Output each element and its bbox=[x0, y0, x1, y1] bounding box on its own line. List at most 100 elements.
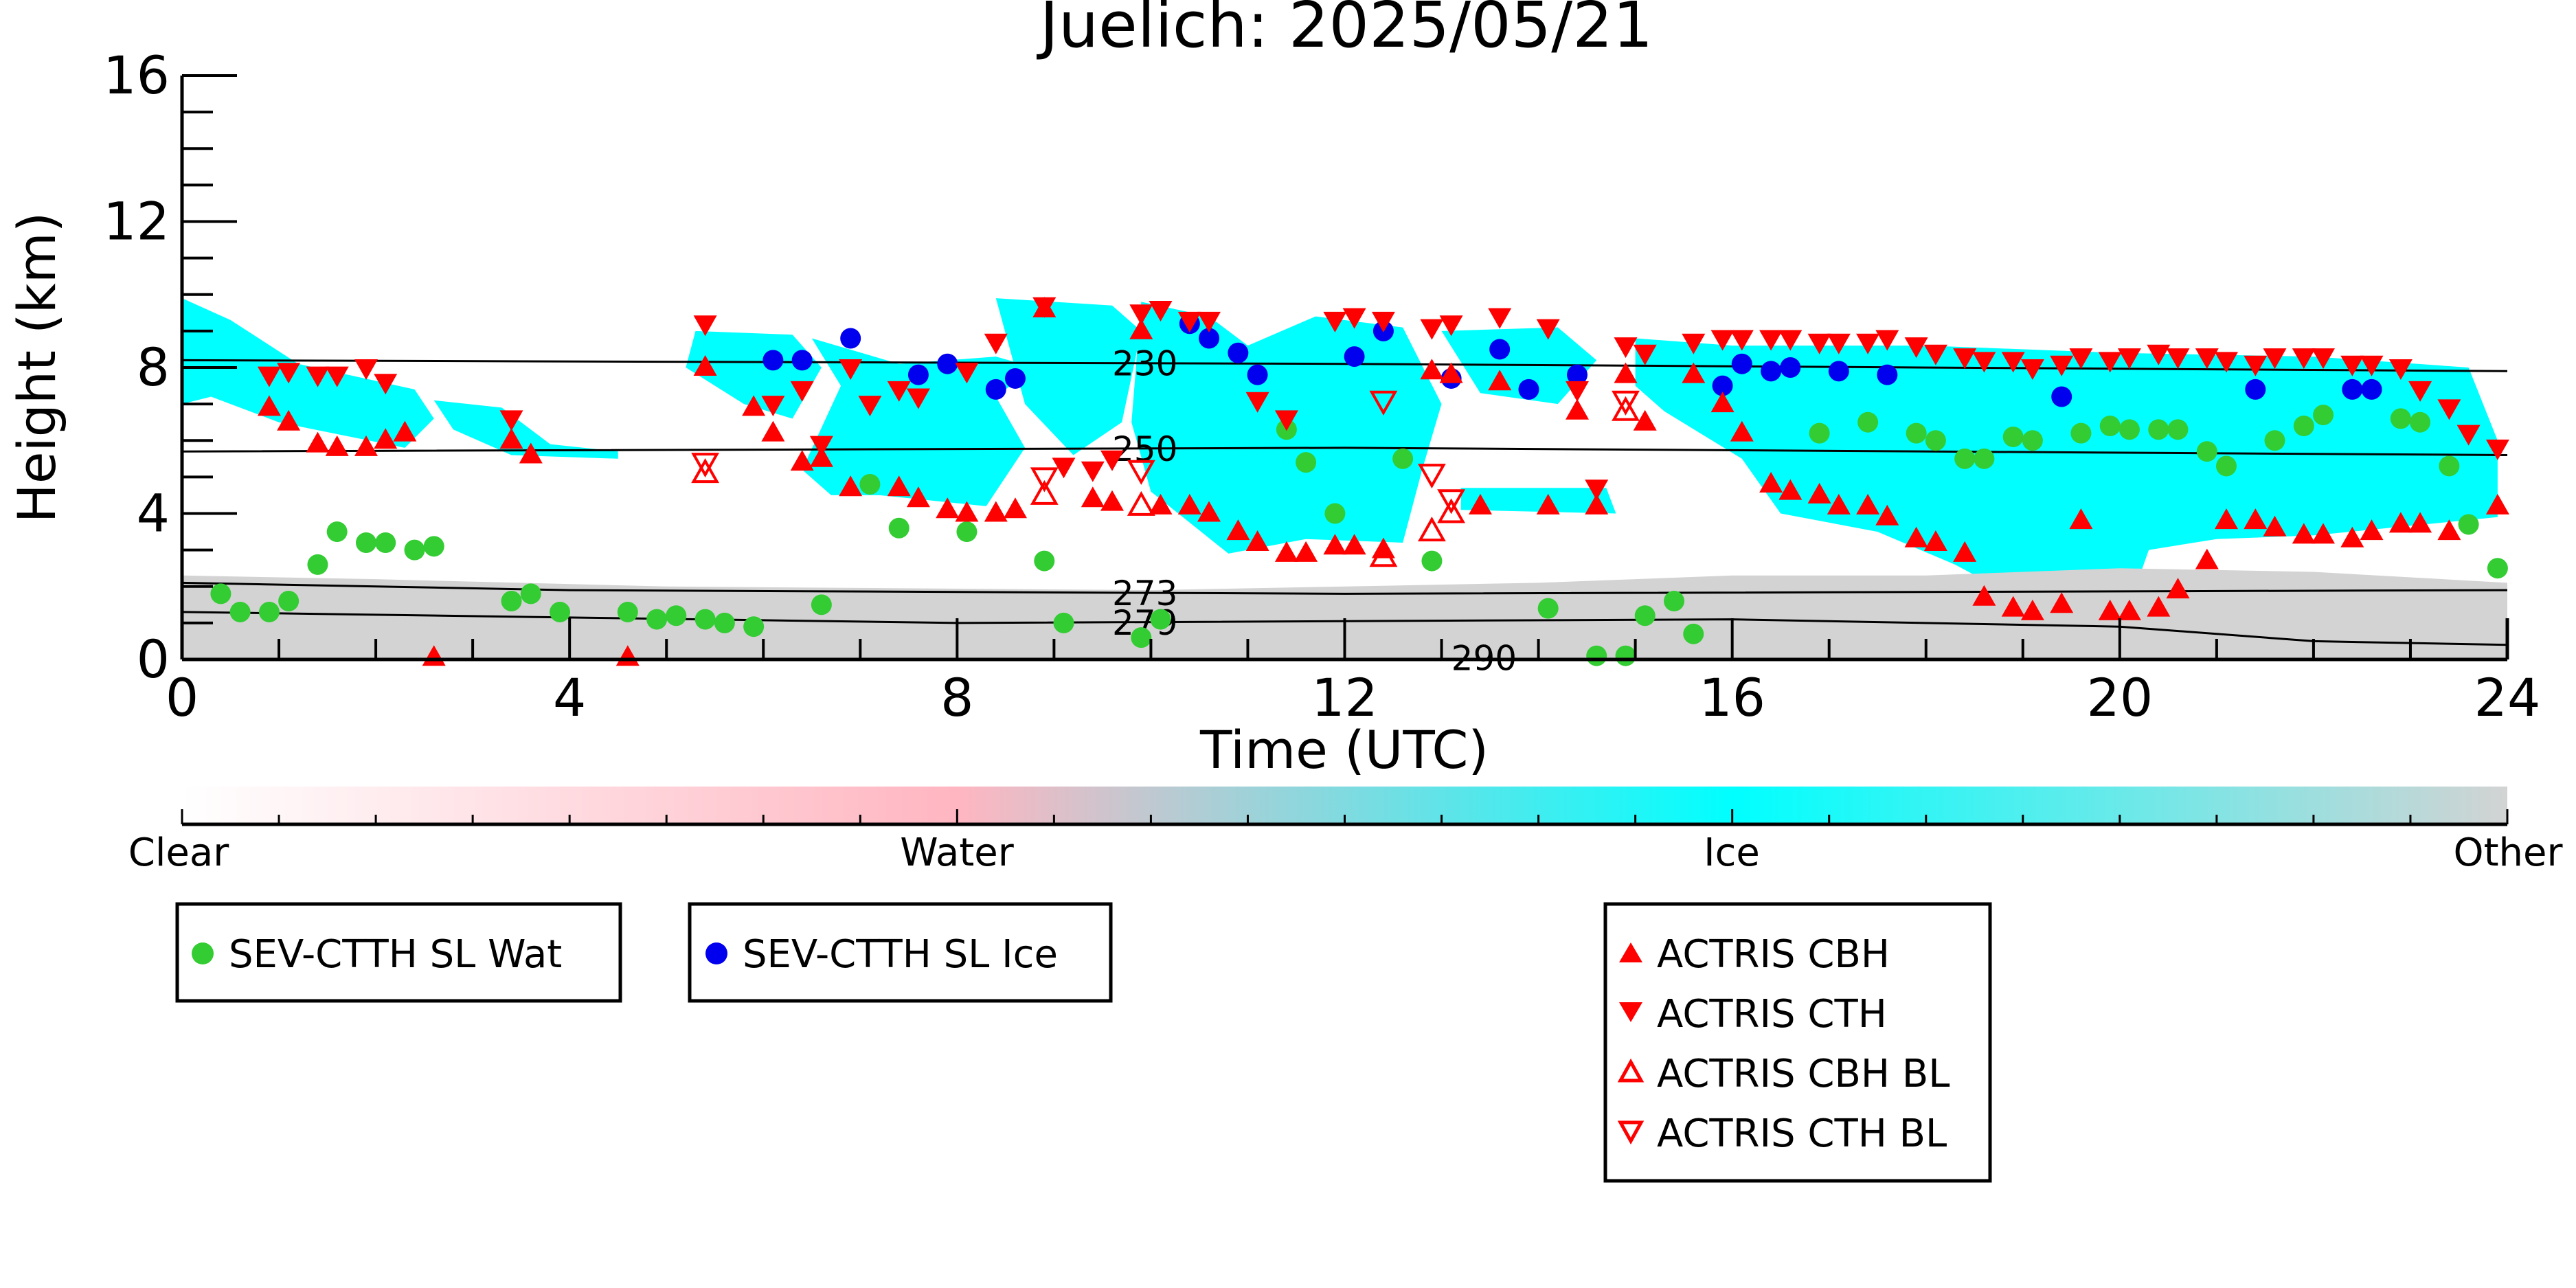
marker-actris-cth bbox=[1129, 304, 1153, 326]
legend-marker-actris-cbh bbox=[1619, 942, 1642, 962]
marker-actris-cth bbox=[761, 396, 785, 417]
marker-sev-ctth-sl-ice bbox=[1567, 364, 1588, 385]
marker-sev-ctth-sl-wat bbox=[1809, 422, 1830, 444]
marker-actris-cth bbox=[2312, 348, 2335, 370]
marker-sev-ctth-sl-wat bbox=[258, 601, 280, 622]
marker-actris-cbh bbox=[761, 420, 785, 442]
marker-actris-cbh bbox=[306, 431, 330, 453]
marker-actris-cbh bbox=[1323, 534, 1347, 555]
marker-sev-ctth-sl-wat bbox=[501, 591, 522, 611]
marker-actris-cbh bbox=[325, 435, 349, 456]
y-axis-ticks: 0 4 8 12 16 bbox=[103, 45, 237, 690]
marker-actris-cth bbox=[1342, 308, 1366, 329]
marker-actris-cth bbox=[2147, 344, 2171, 365]
marker-sev-ctth-sl-wat bbox=[859, 474, 881, 495]
marker-actris-cth bbox=[2117, 348, 2141, 370]
marker-actris-cbh bbox=[2098, 599, 2122, 620]
legend-label-actris-cth: ACTRIS CTH bbox=[1657, 992, 1887, 1037]
legend-box-ice: SEV-CTTH SL Ice bbox=[688, 902, 1113, 1003]
marker-actris-cth bbox=[1710, 330, 1735, 351]
marker-actris-cth bbox=[1585, 479, 1609, 501]
marker-actris-cth bbox=[839, 359, 863, 380]
y-axis-label: Height (km) bbox=[6, 212, 67, 523]
legend-label-actris-cth-bl: ACTRIS CTH BL bbox=[1657, 1111, 1947, 1156]
marker-actris-cth bbox=[1759, 330, 1783, 351]
colorbar-label-water: Water bbox=[900, 831, 1015, 875]
marker-actris-cth bbox=[1904, 337, 1928, 359]
marker-actris-cth bbox=[984, 333, 1008, 354]
marker-actris-cth bbox=[306, 366, 330, 387]
marker-actris-cth bbox=[2263, 348, 2287, 370]
marker-actris-cbh-bl bbox=[1417, 517, 1446, 542]
y-tick-label: 0 bbox=[137, 629, 170, 690]
marker-actris-cth bbox=[1682, 333, 1706, 354]
marker-actris-cbh bbox=[499, 428, 523, 449]
marker-actris-cbh bbox=[1856, 493, 1880, 515]
marker-sev-ctth-sl-ice bbox=[1712, 375, 1733, 396]
marker-actris-cbh bbox=[1149, 493, 1173, 515]
colorbar-ticks bbox=[181, 809, 2509, 824]
marker-sev-ctth-sl-wat bbox=[2439, 455, 2460, 477]
marker-actris-cbh bbox=[2263, 515, 2287, 536]
marker-actris-cth bbox=[1439, 315, 1463, 337]
marker-sev-ctth-sl-wat bbox=[1392, 448, 1414, 469]
marker-sev-ctth-sl-wat bbox=[2148, 419, 2169, 440]
marker-actris-cth bbox=[2098, 352, 2122, 373]
marker-sev-ctth-sl-wat bbox=[229, 601, 251, 622]
marker-sev-ctth-sl-wat bbox=[2196, 441, 2217, 462]
isotherm-line-250 bbox=[181, 447, 2508, 456]
marker-sev-ctth-sl-ice bbox=[1228, 342, 1249, 363]
marker-sev-ctth-sl-ice bbox=[937, 353, 958, 374]
marker-sev-ctth-sl-wat bbox=[2119, 419, 2140, 440]
marker-actris-cth bbox=[1488, 308, 1512, 329]
marker-sev-ctth-sl-wat bbox=[1683, 623, 1704, 644]
marker-actris-cth bbox=[2340, 355, 2364, 376]
marker-sev-ctth-sl-ice bbox=[1004, 368, 1026, 389]
marker-sev-ctth-sl-wat bbox=[404, 539, 425, 561]
marker-sev-ctth-sl-wat bbox=[2390, 408, 2411, 429]
marker-actris-cbh bbox=[1081, 486, 1105, 508]
marker-sev-ctth-sl-ice bbox=[1877, 364, 1898, 385]
marker-sev-ctth-sl-wat bbox=[888, 517, 909, 539]
marker-actris-cbh bbox=[955, 501, 979, 522]
marker-sev-ctth-sl-ice bbox=[1518, 379, 1539, 400]
marker-actris-cth bbox=[2001, 352, 2025, 373]
marker-actris-cbh bbox=[1759, 472, 1783, 493]
marker-sev-ctth-sl-ice bbox=[2051, 386, 2072, 407]
marker-actris-cbh-bl bbox=[1127, 490, 1155, 516]
marker-actris-cbh bbox=[742, 395, 766, 416]
marker-actris-cbh bbox=[2069, 508, 2093, 530]
marker-actris-cth bbox=[1807, 333, 1831, 354]
y-tick-label: 4 bbox=[137, 483, 170, 544]
marker-actris-cth bbox=[374, 374, 398, 395]
marker-actris-cbh bbox=[1274, 541, 1298, 562]
marker-actris-cth bbox=[1875, 330, 1899, 351]
marker-actris-cbh bbox=[1953, 541, 1977, 562]
marker-actris-cth bbox=[354, 359, 378, 380]
marker-sev-ctth-sl-wat bbox=[666, 605, 687, 626]
marker-actris-cth bbox=[1827, 333, 1851, 354]
marker-actris-cbh bbox=[887, 475, 911, 497]
chart-title: Juelich: 2025/05/21 bbox=[1037, 0, 1653, 62]
marker-actris-cth bbox=[1274, 410, 1298, 431]
marker-actris-cbh bbox=[2215, 508, 2238, 530]
marker-actris-cth-bl bbox=[1612, 390, 1640, 416]
marker-sev-ctth-sl-wat bbox=[956, 521, 978, 543]
marker-actris-cbh bbox=[277, 409, 301, 431]
marker-sev-ctth-sl-ice bbox=[2361, 379, 2382, 400]
marker-actris-cbh bbox=[1004, 497, 1027, 519]
marker-sev-ctth-sl-wat bbox=[326, 521, 348, 543]
marker-actris-cth bbox=[1081, 461, 1105, 482]
marker-sev-ctth-sl-ice bbox=[2245, 379, 2266, 400]
y-tick-label: 8 bbox=[137, 337, 170, 398]
marker-sev-ctth-sl-ice bbox=[1199, 328, 1220, 349]
legend-label-actris-cbh-bl: ACTRIS CBH BL bbox=[1657, 1052, 1950, 1096]
marker-sev-ctth-sl-ice bbox=[985, 379, 1006, 400]
marker-sev-ctth-sl-wat bbox=[1906, 422, 1927, 444]
marker-actris-cth bbox=[2020, 359, 2044, 380]
legend-marker-sev-wat bbox=[192, 942, 214, 964]
marker-actris-cbh bbox=[1294, 541, 1318, 562]
marker-sev-ctth-sl-wat bbox=[743, 616, 765, 637]
marker-actris-cbh bbox=[1420, 359, 1444, 380]
